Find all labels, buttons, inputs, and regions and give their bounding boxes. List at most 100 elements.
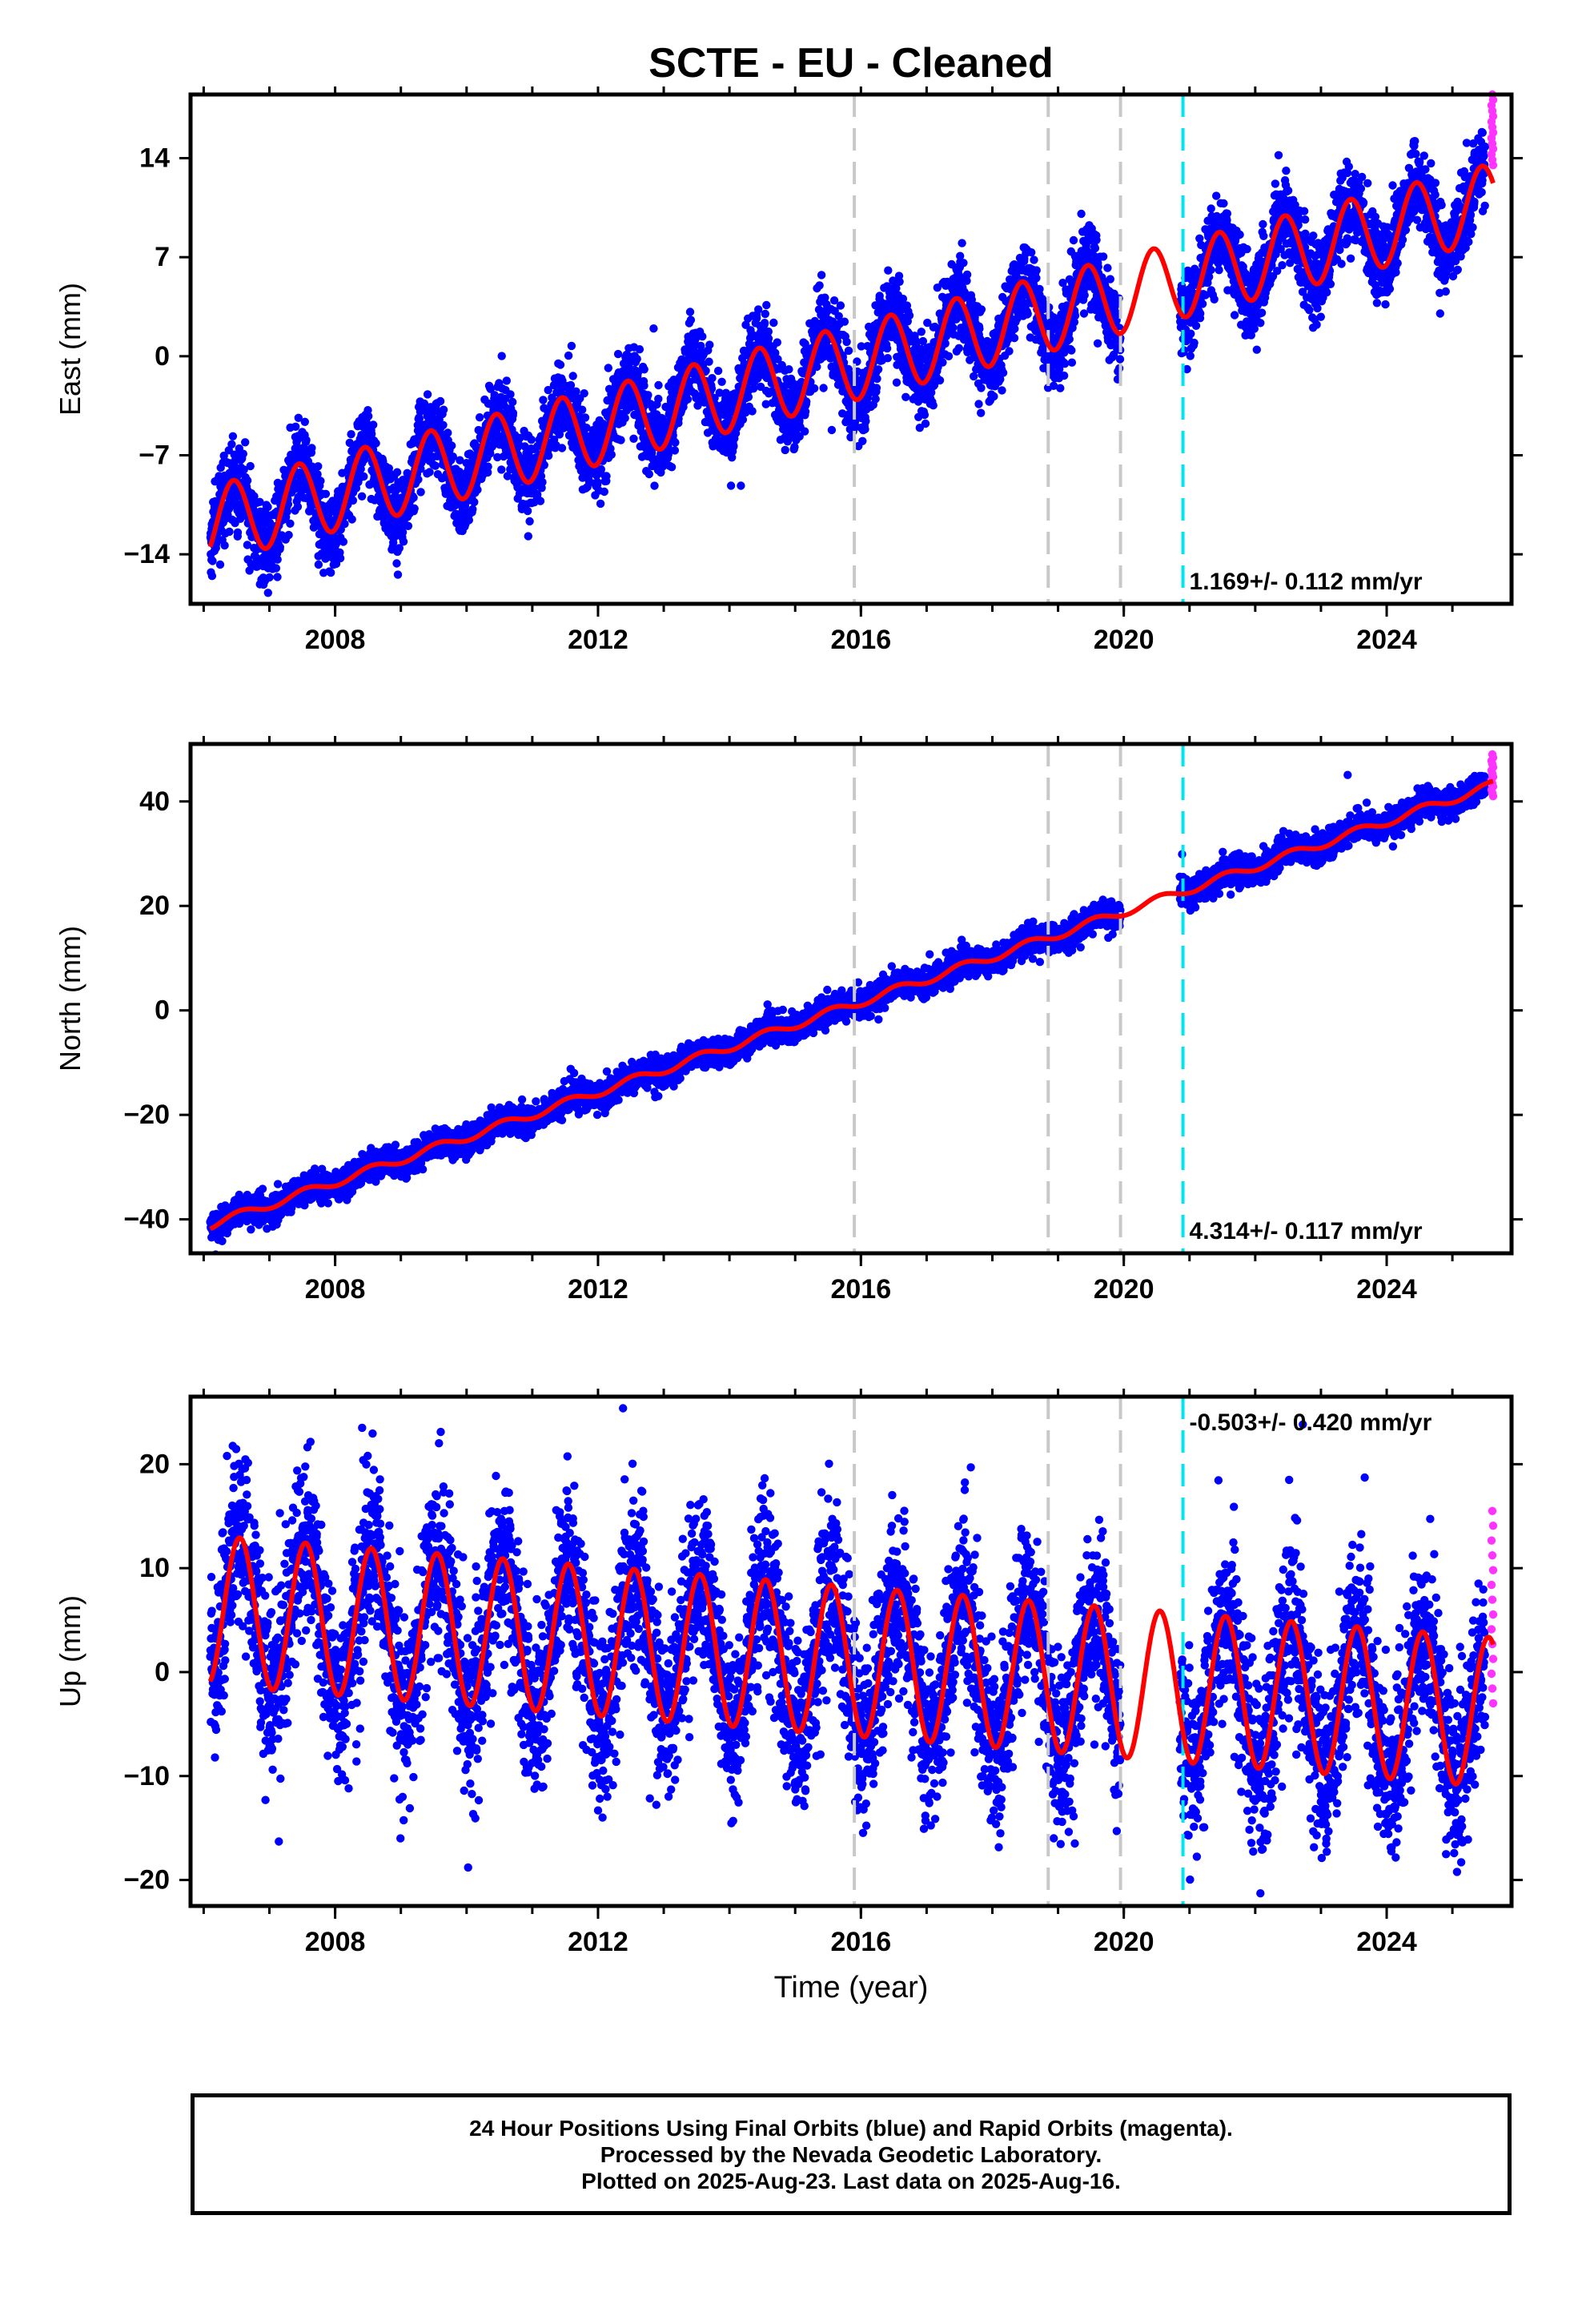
- final-orbit-point: [263, 589, 272, 597]
- final-orbit-point: [439, 405, 448, 414]
- final-orbit-point: [540, 460, 548, 469]
- final-orbit-point: [632, 355, 641, 364]
- final-orbit-point: [698, 332, 707, 341]
- final-orbit-point: [705, 340, 714, 349]
- final-orbit-points: [206, 127, 1490, 597]
- final-orbit-point: [475, 413, 484, 422]
- final-orbit-point: [629, 434, 638, 443]
- final-orbit-point: [1098, 252, 1108, 261]
- final-orbit-point: [486, 384, 495, 393]
- final-orbit-point: [977, 384, 986, 392]
- final-orbit-point: [1010, 333, 1019, 343]
- final-orbit-point: [620, 413, 629, 423]
- final-orbit-point: [817, 271, 826, 279]
- final-orbit-point: [644, 469, 653, 479]
- final-orbit-point: [294, 413, 303, 422]
- final-orbit-point: [753, 314, 761, 323]
- final-orbit-point: [761, 400, 770, 408]
- final-orbit-point: [284, 530, 293, 540]
- final-orbit-point: [762, 300, 771, 310]
- final-orbit-point: [392, 559, 401, 568]
- final-orbit-point: [861, 416, 870, 426]
- final-orbit-point: [708, 374, 717, 383]
- final-orbit-point: [1207, 204, 1215, 213]
- final-orbit-point: [503, 472, 512, 480]
- final-orbit-point: [959, 259, 968, 267]
- final-orbit-point: [944, 352, 954, 360]
- final-orbit-point: [321, 489, 331, 498]
- final-orbit-point: [650, 481, 659, 490]
- final-orbit-point: [236, 514, 245, 523]
- final-orbit-point: [1059, 371, 1069, 380]
- final-orbit-point: [556, 360, 565, 369]
- final-orbit-point: [464, 516, 473, 525]
- final-orbit-point: [564, 351, 573, 360]
- final-orbit-point: [607, 450, 616, 459]
- final-orbit-point: [314, 560, 323, 569]
- final-orbit-point: [533, 490, 542, 499]
- final-orbit-point: [836, 301, 845, 310]
- final-orbit-point: [713, 366, 723, 376]
- final-orbit-point: [544, 451, 553, 460]
- final-orbit-point: [764, 327, 773, 336]
- final-orbit-point: [671, 438, 680, 447]
- final-orbit-point: [404, 521, 413, 530]
- final-orbit-point: [667, 463, 677, 472]
- final-orbit-point: [644, 391, 652, 400]
- final-orbit-point: [448, 452, 457, 461]
- final-orbit-point: [717, 377, 726, 386]
- final-orbit-point: [1090, 243, 1100, 253]
- final-orbit-point: [273, 555, 282, 564]
- final-orbit-point: [813, 362, 821, 372]
- final-orbit-point: [761, 309, 769, 319]
- final-orbit-point: [489, 440, 498, 448]
- final-orbit-point: [414, 475, 423, 484]
- final-orbit-point: [473, 485, 482, 494]
- final-orbit-point: [654, 380, 663, 390]
- final-orbit-point: [448, 441, 456, 450]
- final-orbit-point: [962, 270, 972, 279]
- final-orbit-point: [790, 442, 799, 452]
- final-orbit-point: [929, 401, 938, 410]
- final-orbit-point: [470, 497, 479, 507]
- final-orbit-point: [1207, 265, 1215, 275]
- final-orbit-point: [227, 440, 236, 448]
- final-orbit-point: [809, 384, 819, 393]
- final-orbit-point: [497, 465, 506, 474]
- final-orbit-point: [842, 337, 851, 347]
- final-orbit-point: [990, 392, 998, 401]
- final-orbit-point: [596, 499, 605, 509]
- final-orbit-point: [815, 281, 824, 290]
- final-orbit-point: [785, 365, 793, 374]
- final-orbit-point: [977, 305, 986, 314]
- final-orbit-point: [795, 432, 804, 441]
- final-orbit-point: [1080, 291, 1089, 300]
- final-orbit-point: [347, 515, 356, 524]
- final-orbit-point: [1198, 300, 1207, 308]
- final-orbit-point: [502, 376, 511, 385]
- final-orbit-point: [243, 476, 252, 485]
- final-orbit-point: [829, 296, 839, 305]
- final-orbit-point: [302, 436, 311, 444]
- final-orbit-point: [1077, 209, 1086, 219]
- final-orbit-point: [444, 428, 452, 437]
- final-orbit-point: [508, 408, 518, 417]
- final-orbit-point: [613, 349, 623, 359]
- final-orbit-point: [920, 410, 930, 420]
- final-orbit-point: [975, 324, 984, 333]
- final-orbit-point: [241, 438, 250, 447]
- final-orbit-point: [827, 425, 837, 435]
- final-orbit-point: [748, 407, 757, 416]
- final-orbit-point: [883, 354, 893, 363]
- final-orbit-point: [506, 390, 515, 399]
- final-orbit-point: [568, 372, 577, 380]
- final-orbit-point: [245, 566, 254, 575]
- final-orbit-point: [998, 386, 1006, 395]
- final-orbit-point: [635, 345, 644, 354]
- final-orbit-point: [636, 427, 645, 436]
- final-orbit-point: [697, 341, 705, 351]
- final-orbit-point: [293, 502, 303, 511]
- final-orbit-point: [977, 408, 986, 417]
